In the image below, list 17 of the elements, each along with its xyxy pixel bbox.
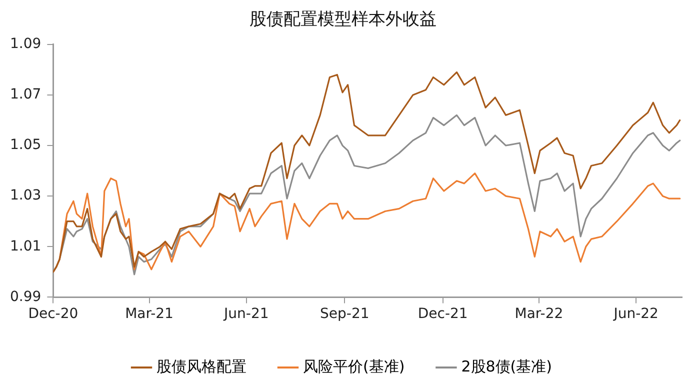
x-tick-label: Mar-22 — [514, 306, 564, 322]
x-tick-label: Dec-20 — [28, 306, 78, 322]
y-tick-label: 1.09 — [10, 36, 42, 52]
legend-label: 风险平价(基准) — [303, 357, 405, 376]
y-tick-label: 0.99 — [10, 288, 42, 305]
legend-label: 2股8债(基准) — [461, 357, 552, 376]
x-tick-label: Jun-22 — [612, 306, 658, 322]
x-tick-label: Mar-21 — [125, 306, 174, 322]
legend-label: 股债风格配置 — [156, 357, 246, 376]
x-tick-label: Sep-21 — [320, 306, 370, 322]
y-tick-label: 1.03 — [10, 188, 42, 204]
y-tick-label: 1.05 — [10, 137, 42, 154]
y-tick-label: 1.01 — [10, 238, 42, 254]
x-tick-label: Dec-21 — [418, 306, 468, 322]
x-tick-label: Jun-21 — [223, 306, 269, 322]
y-tick-label: 1.07 — [10, 86, 42, 103]
chart-title: 股债配置模型样本外收益 — [250, 10, 436, 30]
